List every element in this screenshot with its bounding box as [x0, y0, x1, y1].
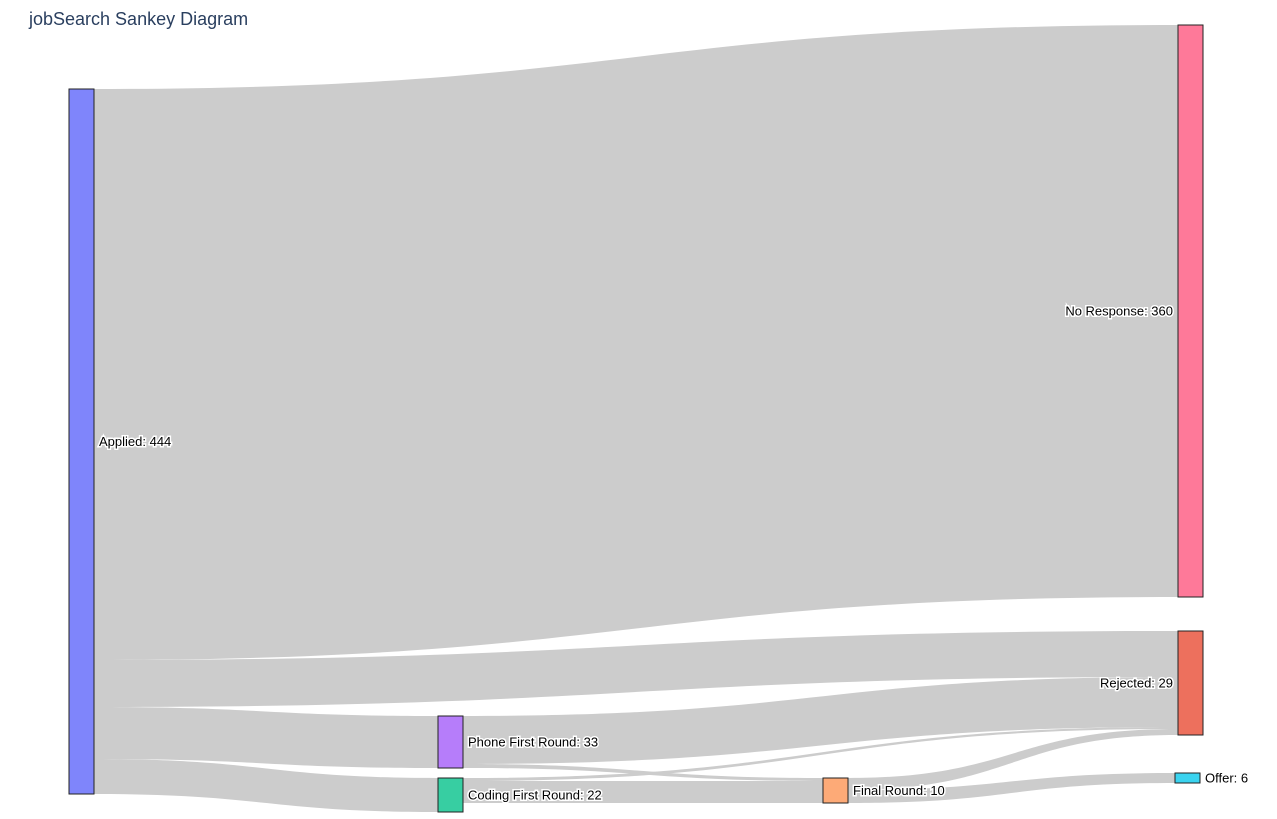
- node-label-offer: Offer: 6: [1205, 771, 1248, 786]
- node-no_response[interactable]: [1177, 24, 1204, 598]
- sankey-labels: Applied: 444 No Response: 360 Rejected: 29…: [98, 302, 1250, 804]
- node-label-phone: Phone First Round: 33: [468, 735, 598, 750]
- link-coding-to-rejected[interactable]: [463, 727, 1178, 781]
- node-coding[interactable]: [437, 777, 464, 813]
- node-rejected-bar[interactable]: [1177, 630, 1204, 736]
- link-applied-to-rejected[interactable]: [94, 631, 1178, 707]
- link-phone-to-rejected[interactable]: [463, 677, 1178, 764]
- node-final-bar[interactable]: [822, 777, 849, 804]
- node-final[interactable]: [822, 777, 849, 804]
- node-applied[interactable]: [68, 88, 95, 795]
- node-coding-bar[interactable]: [437, 777, 464, 813]
- link-applied-to-phone[interactable]: [94, 707, 438, 768]
- node-no_response-bar[interactable]: [1177, 24, 1204, 598]
- link-applied-to-coding[interactable]: [94, 759, 438, 812]
- node-label-no_response: No Response: 360: [1065, 304, 1173, 319]
- node-rejected[interactable]: [1177, 630, 1204, 736]
- node-label-rejected: Rejected: 29: [1100, 676, 1173, 691]
- node-label-final: Final Round: 10: [853, 783, 945, 798]
- node-offer[interactable]: [1174, 772, 1201, 784]
- diagram-title: jobSearch Sankey Diagram: [29, 9, 249, 29]
- link-phone-to-final[interactable]: [463, 764, 823, 781]
- link-final-to-rejected[interactable]: [848, 729, 1178, 790]
- link-coding-to-final[interactable]: [463, 781, 823, 803]
- node-applied-bar[interactable]: [68, 88, 95, 795]
- node-label-coding: Coding First Round: 22: [468, 788, 602, 803]
- node-phone-bar[interactable]: [437, 715, 464, 769]
- sankey-links: [94, 25, 1178, 812]
- sankey-nodes: [68, 24, 1204, 813]
- node-offer-bar[interactable]: [1174, 772, 1201, 784]
- link-final-to-offer[interactable]: [848, 773, 1175, 803]
- node-phone[interactable]: [437, 715, 464, 769]
- node-label-applied: Applied: 444: [99, 434, 171, 449]
- link-applied-to-no_response[interactable]: [94, 25, 1178, 660]
